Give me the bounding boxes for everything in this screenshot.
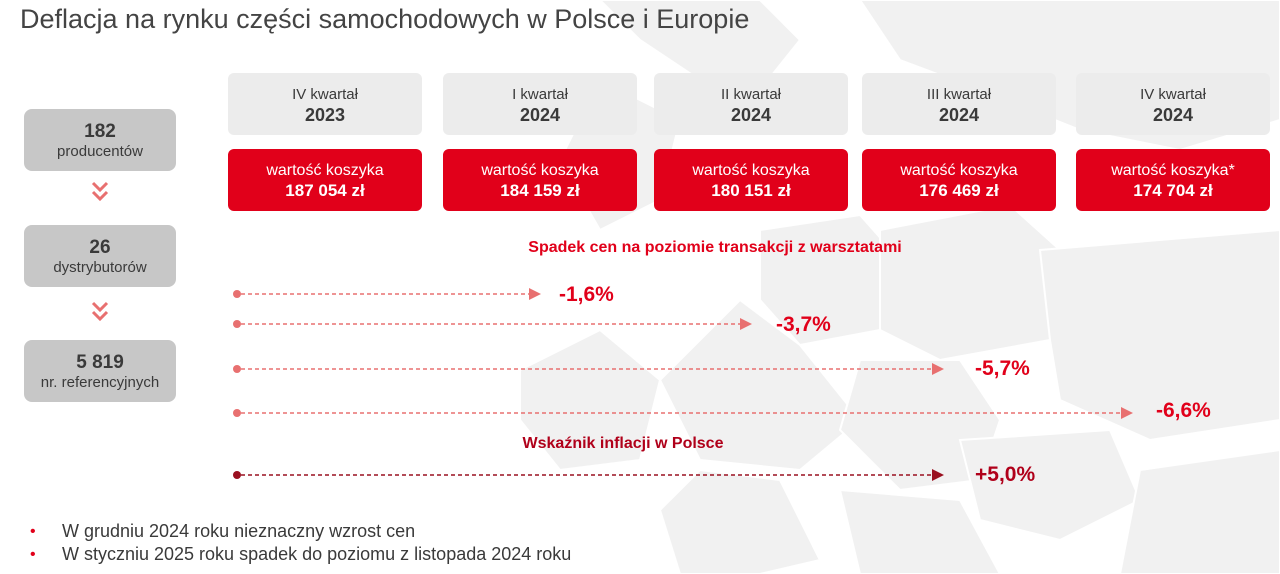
basket-label: wartość koszyka bbox=[266, 162, 384, 179]
arrow-inflation bbox=[233, 469, 944, 481]
quarter-label: II kwartał bbox=[720, 86, 781, 103]
price-drop-heading: Spadek cen na poziomie transakcji z wars… bbox=[528, 239, 902, 256]
basket-value-box: wartość koszyka 180 151 zł bbox=[654, 149, 848, 211]
bullet-dot-icon: • bbox=[30, 546, 36, 563]
quarter-label: IV kwartał bbox=[1140, 86, 1206, 103]
double-chevron-down-icon bbox=[91, 181, 109, 202]
quarter-year: 2024 bbox=[730, 105, 772, 125]
basket-value-box: wartość koszyka 176 469 zł bbox=[862, 149, 1056, 211]
price-drop-value: -5,7% bbox=[975, 357, 1030, 380]
basket-value: 184 159 zł bbox=[500, 181, 580, 200]
basket-label: wartość koszyka bbox=[900, 162, 1018, 179]
price-drop-value: -6,6% bbox=[1156, 399, 1211, 422]
quarter-label: I kwartał bbox=[512, 86, 568, 103]
stat-value: 26 bbox=[89, 237, 111, 258]
double-chevron-down-icon bbox=[91, 301, 109, 322]
stat-distributors: 26 dystrybutorów bbox=[24, 225, 176, 287]
note-text: W styczniu 2025 roku spadek do poziomu z… bbox=[62, 544, 572, 564]
arrow-price-drop-q3 bbox=[233, 363, 944, 375]
stat-value: 5 819 bbox=[76, 352, 124, 373]
arrow-price-drop-q1 bbox=[233, 288, 541, 300]
inflation-value: +5,0% bbox=[975, 463, 1036, 486]
inflation-heading: Wskaźnik inflacji w Polsce bbox=[522, 435, 724, 452]
basket-value: 180 151 zł bbox=[711, 181, 791, 200]
basket-value-box: wartość koszyka 187 054 zł bbox=[228, 149, 422, 211]
note-text: W grudniu 2024 roku nieznaczny wzrost ce… bbox=[62, 521, 416, 541]
quarter-header: I kwartał 2024 bbox=[443, 73, 637, 135]
stat-label: producentów bbox=[57, 143, 143, 160]
basket-value-box: wartość koszyka 184 159 zł bbox=[443, 149, 637, 211]
page-title: Deflacja na rynku części samochodowych w… bbox=[20, 4, 750, 34]
stat-reference-numbers: 5 819 nr. referencyjnych bbox=[24, 340, 176, 402]
note-item: • W grudniu 2024 roku nieznaczny wzrost … bbox=[30, 520, 571, 543]
basket-label: wartość koszyka bbox=[481, 162, 599, 179]
quarter-year: 2024 bbox=[1152, 105, 1194, 125]
quarter-header: III kwartał 2024 bbox=[862, 73, 1056, 135]
quarter-year: 2024 bbox=[938, 105, 980, 125]
quarter-label: III kwartał bbox=[926, 86, 992, 103]
basket-label: wartość koszyka* bbox=[1111, 162, 1235, 179]
bullet-dot-icon: • bbox=[30, 523, 36, 540]
quarter-header: IV kwartał 2024 bbox=[1076, 73, 1270, 135]
stat-label: dystrybutorów bbox=[53, 259, 147, 276]
stat-value: 182 bbox=[84, 121, 116, 142]
quarter-header: IV kwartał 2023 bbox=[228, 73, 422, 135]
arrow-price-drop-q4 bbox=[233, 407, 1133, 419]
stat-label: nr. referencyjnych bbox=[40, 374, 160, 391]
basket-label: wartość koszyka bbox=[692, 162, 810, 179]
quarter-year: 2023 bbox=[304, 105, 346, 125]
basket-value: 176 469 zł bbox=[919, 181, 999, 200]
basket-value-box: wartość koszyka* 174 704 zł bbox=[1076, 149, 1270, 211]
stat-producers: 182 producentów bbox=[24, 109, 176, 171]
price-drop-value: -1,6% bbox=[559, 283, 614, 306]
notes-list: • W grudniu 2024 roku nieznaczny wzrost … bbox=[30, 520, 571, 566]
arrow-price-drop-q2 bbox=[233, 318, 752, 330]
basket-value: 187 054 zł bbox=[285, 181, 365, 200]
basket-value: 174 704 zł bbox=[1133, 181, 1213, 200]
quarter-year: 2024 bbox=[519, 105, 561, 125]
quarter-label: IV kwartał bbox=[292, 86, 358, 103]
note-item: • W styczniu 2025 roku spadek do poziomu… bbox=[30, 543, 571, 566]
price-drop-value: -3,7% bbox=[776, 313, 831, 336]
quarter-header: II kwartał 2024 bbox=[654, 73, 848, 135]
